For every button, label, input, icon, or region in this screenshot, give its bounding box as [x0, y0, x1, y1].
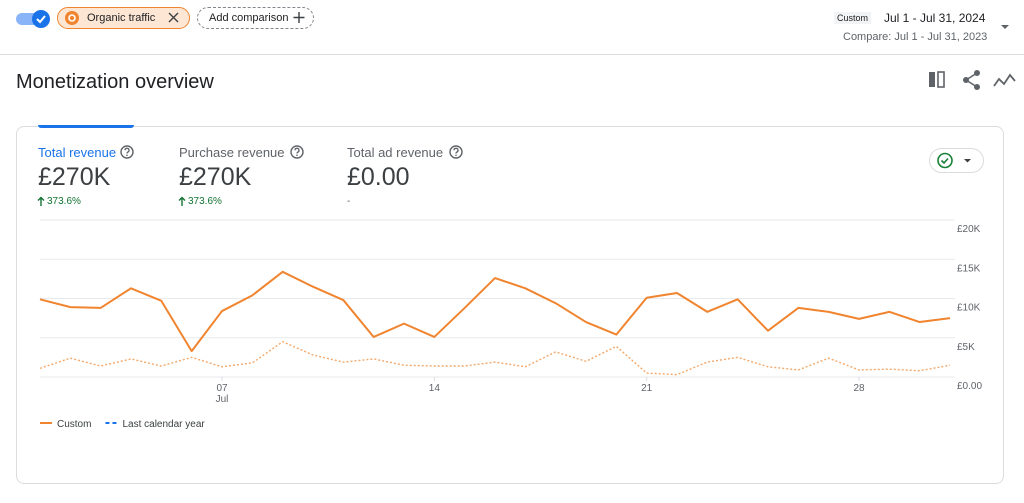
series-line: [39, 340, 951, 376]
card: [16, 126, 1004, 484]
up-arrow: [37, 196, 45, 206]
chip-icon: [65, 11, 79, 25]
toolbar-icons: [929, 70, 1016, 90]
insights-icon[interactable]: [993, 73, 1016, 87]
x-tick-label: 21: [641, 383, 653, 394]
metric-label: Purchase revenue: [179, 145, 285, 160]
up-arrow: [178, 196, 186, 206]
add-comparison-label: Add comparison: [209, 12, 289, 24]
y-tick-label: £20K: [957, 224, 981, 235]
y-tick-label: £10K: [957, 303, 981, 314]
metric-label: Total ad revenue: [347, 145, 444, 160]
share-icon[interactable]: [963, 70, 980, 90]
x-tick-label: 14: [429, 383, 441, 394]
add-comparison[interactable]: Add comparison: [197, 7, 314, 29]
metric-label: Total revenue: [38, 145, 117, 160]
toggle[interactable]: [14, 8, 52, 30]
date-badge: Custom: [834, 12, 872, 24]
status-button[interactable]: [929, 148, 984, 174]
metric-change: 373.6%: [47, 196, 81, 207]
compare-icon[interactable]: [929, 71, 945, 88]
x-tick-label: 28: [853, 383, 865, 394]
help-icon[interactable]: [289, 144, 305, 160]
help-icon[interactable]: [119, 144, 135, 160]
legend-label: Custom: [57, 419, 91, 430]
filter-chip[interactable]: Organic traffic: [57, 7, 190, 29]
x-tick-label: 07: [216, 383, 228, 394]
help-icon[interactable]: [448, 144, 464, 160]
plus-icon: [293, 12, 304, 23]
metric-value: £270K: [38, 163, 111, 191]
y-tick-label: £0.00: [957, 381, 982, 392]
chip-label: Organic traffic: [87, 12, 156, 24]
x-sublabel: Jul: [216, 394, 229, 405]
compare-range: Compare: Jul 1 - Jul 31, 2023: [843, 31, 988, 43]
y-tick-label: £5K: [957, 342, 975, 353]
page-title: Monetization overview: [16, 71, 214, 93]
divider: [0, 54, 1024, 55]
chip-close[interactable]: [155, 8, 185, 28]
date-dropdown[interactable]: [998, 22, 1012, 32]
series-line: [39, 270, 951, 353]
y-tick-label: £15K: [957, 263, 981, 274]
metric-value: £270K: [179, 163, 252, 191]
legend-label: Last calendar year: [122, 419, 205, 430]
metric-change: -: [347, 196, 351, 207]
metric-value: £0.00: [347, 163, 410, 191]
active-tab-indicator: [38, 125, 134, 128]
date-range[interactable]: Jul 1 - Jul 31, 2024: [884, 11, 986, 25]
metric-change: 373.6%: [188, 196, 222, 207]
